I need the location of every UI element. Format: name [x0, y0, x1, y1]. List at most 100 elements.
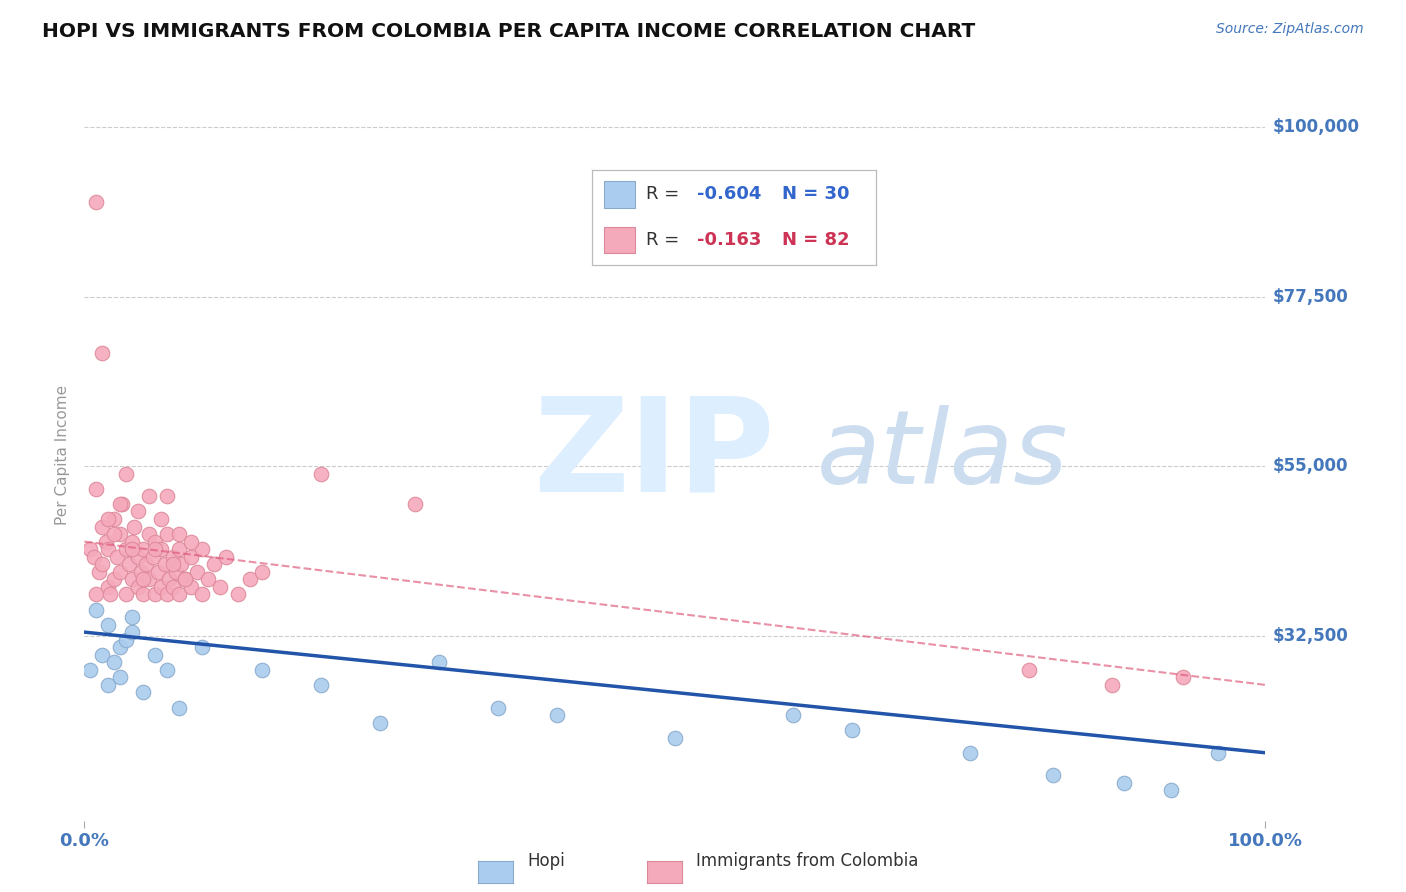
Point — [150, 542, 173, 557]
Point — [108, 497, 131, 511]
Point — [132, 587, 155, 601]
Point — [135, 558, 157, 572]
Text: R =: R = — [647, 186, 679, 203]
Point — [138, 527, 160, 541]
Point — [127, 549, 149, 564]
Text: $100,000: $100,000 — [1272, 118, 1360, 136]
Text: R =: R = — [647, 231, 679, 249]
Point — [143, 648, 166, 662]
Point — [156, 489, 179, 503]
Point — [186, 565, 208, 579]
Point — [191, 587, 214, 601]
Point — [1101, 678, 1123, 692]
Point — [129, 565, 152, 579]
Point — [173, 572, 195, 586]
Point — [114, 632, 136, 647]
Point — [127, 580, 149, 594]
Text: -0.604: -0.604 — [697, 186, 762, 203]
Point — [91, 346, 114, 360]
Point — [122, 519, 145, 533]
Point — [404, 497, 426, 511]
Point — [209, 580, 232, 594]
Point — [202, 558, 225, 572]
Point — [108, 670, 131, 684]
Point — [84, 587, 107, 601]
Point — [215, 549, 238, 564]
Point — [166, 565, 188, 579]
Point — [103, 512, 125, 526]
Text: atlas: atlas — [817, 405, 1069, 505]
Point — [121, 625, 143, 640]
Point — [103, 572, 125, 586]
Point — [167, 527, 190, 541]
Point — [959, 746, 981, 760]
Point — [87, 565, 110, 579]
Text: $32,500: $32,500 — [1272, 627, 1348, 645]
Point — [157, 572, 180, 586]
Point — [167, 542, 190, 557]
Point — [132, 572, 155, 586]
Point — [239, 572, 262, 586]
Point — [103, 527, 125, 541]
Text: $77,500: $77,500 — [1272, 287, 1348, 306]
Text: Source: ZipAtlas.com: Source: ZipAtlas.com — [1216, 22, 1364, 37]
Text: N = 82: N = 82 — [782, 231, 849, 249]
Point — [368, 715, 391, 730]
Point — [162, 558, 184, 572]
Point — [143, 542, 166, 557]
Point — [108, 565, 131, 579]
Point — [226, 587, 249, 601]
Point — [143, 534, 166, 549]
Y-axis label: Per Capita Income: Per Capita Income — [55, 384, 70, 525]
Point — [138, 572, 160, 586]
Point — [97, 512, 120, 526]
Point — [143, 587, 166, 601]
Text: ZIP: ZIP — [533, 392, 775, 518]
Point — [150, 580, 173, 594]
Point — [97, 542, 120, 557]
Point — [107, 549, 129, 564]
Point — [197, 572, 219, 586]
Point — [1206, 746, 1229, 760]
Point — [191, 542, 214, 557]
Point — [79, 663, 101, 677]
Point — [170, 558, 193, 572]
Point — [546, 708, 568, 723]
Point — [1160, 783, 1182, 797]
Point — [162, 580, 184, 594]
Point — [138, 489, 160, 503]
Point — [173, 572, 195, 586]
Point — [91, 558, 114, 572]
Point — [156, 587, 179, 601]
Text: -0.163: -0.163 — [697, 231, 762, 249]
Point — [153, 558, 176, 572]
Point — [156, 527, 179, 541]
Point — [84, 602, 107, 616]
Point — [1018, 663, 1040, 677]
Point — [180, 580, 202, 594]
Point — [97, 617, 120, 632]
Point — [664, 731, 686, 745]
Point — [132, 685, 155, 699]
Text: N = 30: N = 30 — [782, 186, 849, 203]
Point — [91, 648, 114, 662]
Point — [250, 663, 273, 677]
Point — [180, 549, 202, 564]
Text: Hopi: Hopi — [527, 852, 565, 870]
Point — [1171, 670, 1194, 684]
Point — [94, 534, 117, 549]
Point — [121, 572, 143, 586]
Point — [121, 610, 143, 624]
Point — [146, 565, 169, 579]
Point — [114, 587, 136, 601]
Text: $55,000: $55,000 — [1272, 458, 1348, 475]
Point — [121, 534, 143, 549]
Point — [1112, 776, 1135, 790]
Point — [83, 549, 105, 564]
Point — [309, 678, 332, 692]
FancyBboxPatch shape — [603, 227, 634, 253]
Point — [142, 549, 165, 564]
Point — [84, 195, 107, 210]
Point — [167, 700, 190, 714]
Point — [114, 542, 136, 557]
